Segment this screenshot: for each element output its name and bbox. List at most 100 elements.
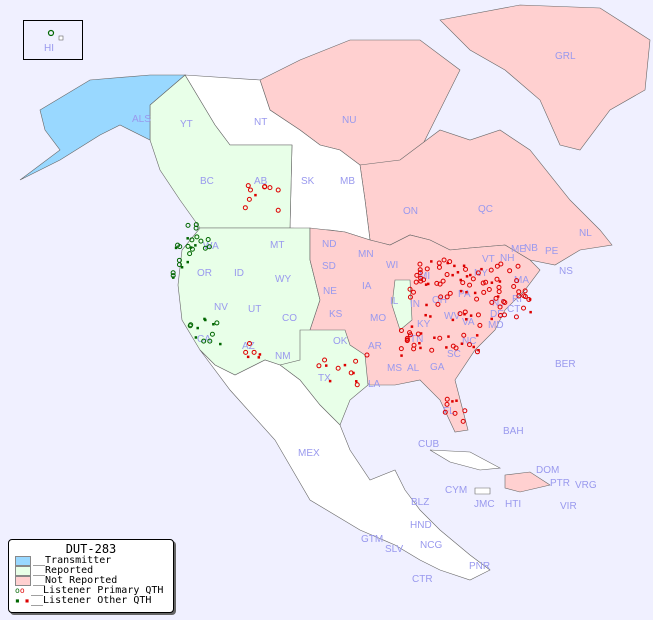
label-co: CO xyxy=(282,313,297,324)
listener-primary-qth xyxy=(247,187,253,193)
label-gtm: GTM xyxy=(361,534,383,545)
listener-primary-qth xyxy=(214,320,220,326)
label-slv: SLV xyxy=(385,544,403,555)
listener-primary-qth xyxy=(170,270,176,276)
listener-other-qth xyxy=(472,345,475,349)
label-yt: YT xyxy=(180,119,193,130)
listener-primary-qth xyxy=(460,280,466,286)
listener-primary-qth xyxy=(470,276,476,282)
listener-primary-qth xyxy=(411,342,417,348)
listener-primary-qth xyxy=(209,331,215,337)
listener-primary-qth xyxy=(481,289,487,295)
listener-primary-qth xyxy=(348,370,354,376)
listener-other-qth xyxy=(469,273,472,277)
listener-other-qth xyxy=(451,273,454,277)
listener-primary-qth xyxy=(461,332,467,338)
listener-primary-qth xyxy=(526,297,532,303)
listener-primary-qth xyxy=(516,293,522,299)
listener-other-qth xyxy=(529,310,532,314)
label-ny: NY xyxy=(474,268,488,279)
listener-other-qth xyxy=(498,280,502,283)
listener-primary-qth xyxy=(398,327,404,333)
label-al: AL xyxy=(407,363,420,374)
label-ia: IA xyxy=(362,281,372,292)
listener-other-qth xyxy=(480,267,483,271)
label-sk: SK xyxy=(301,176,315,187)
listener-primary-qth xyxy=(462,408,468,414)
listener-primary-qth xyxy=(202,245,208,251)
listener-other-qth xyxy=(194,244,197,247)
label-mt: MT xyxy=(270,240,284,251)
label-grl: GRL xyxy=(555,51,576,62)
label-nc: NC xyxy=(462,336,476,347)
listener-other-qth xyxy=(490,317,493,321)
listener-primary-qth xyxy=(198,238,204,244)
listener-other-qth xyxy=(254,193,257,197)
label-vrg: VRG xyxy=(575,480,597,491)
listener-other-qth xyxy=(324,364,328,367)
listener-other-qth xyxy=(196,326,199,330)
label-ri: RI xyxy=(512,294,522,305)
label-jmc: JMC xyxy=(474,499,495,510)
listener-other-qth xyxy=(180,265,184,269)
legend-not-reported: __Not Reported xyxy=(9,576,173,586)
listener-primary-qth xyxy=(189,246,195,252)
listener-primary-qth xyxy=(467,342,473,348)
listener-primary-qth xyxy=(521,305,527,311)
label-sd: SD xyxy=(322,261,336,272)
listener-primary-qth xyxy=(480,280,486,286)
label-az: AZ xyxy=(242,341,255,352)
listener-primary-qth xyxy=(275,187,281,193)
listener-primary-qth xyxy=(434,280,440,286)
listener-primary-qth xyxy=(437,281,443,287)
label-hti: HTI xyxy=(505,499,521,510)
listener-other-qth xyxy=(419,332,423,335)
region-jmc xyxy=(474,487,491,495)
label-qc: QC xyxy=(478,204,493,215)
label-tn: TN xyxy=(410,334,423,345)
listener-primary-qth xyxy=(447,290,453,296)
listener-primary-qth xyxy=(483,279,489,285)
label-la: LA xyxy=(368,379,381,390)
listener-other-qth xyxy=(460,342,464,345)
listener-primary-qth xyxy=(463,266,469,272)
label-ne: NE xyxy=(323,286,337,297)
listener-other-qth xyxy=(426,282,430,286)
listener-primary-qth xyxy=(440,278,446,284)
listener-primary-qth xyxy=(497,304,503,310)
listener-primary-qth xyxy=(435,301,441,307)
listener-primary-qth xyxy=(444,396,450,402)
listener-primary-qth xyxy=(262,184,268,190)
listener-primary-qth xyxy=(353,358,359,364)
listener-other-qth xyxy=(419,346,422,350)
listener-primary-qth xyxy=(477,322,483,328)
listener-primary-qth xyxy=(417,261,423,267)
label-va: VA xyxy=(462,317,475,328)
listener-other-qth xyxy=(189,246,193,249)
listener-primary-qth xyxy=(246,196,252,202)
listener-primary-qth xyxy=(275,207,281,213)
listener-primary-qth xyxy=(193,225,199,231)
region-us-west xyxy=(177,227,321,376)
listener-other-qth xyxy=(246,355,250,359)
listener-primary-qth xyxy=(417,270,423,276)
listener-other-qth xyxy=(194,336,198,339)
listener-primary-qth xyxy=(488,267,494,273)
listener-other-qth xyxy=(430,260,433,263)
label-vt: VT xyxy=(482,254,495,265)
label-mo: MO xyxy=(370,313,386,324)
listener-primary-qth xyxy=(498,261,504,267)
listener-primary-qth xyxy=(407,332,413,338)
listener-primary-qth xyxy=(187,251,193,257)
listener-primary-qth xyxy=(194,234,200,240)
label-nu: NU xyxy=(342,115,356,126)
label-dom: DOM xyxy=(536,465,559,476)
listener-primary-qth xyxy=(205,236,211,242)
primary-qth-icon: oo xyxy=(15,586,25,595)
listener-other-qth xyxy=(528,298,532,301)
label-hi: HI xyxy=(44,43,54,54)
label-pnr: PNR xyxy=(469,561,490,572)
listener-primary-qth xyxy=(404,337,410,343)
listener-primary-qth xyxy=(175,242,181,248)
